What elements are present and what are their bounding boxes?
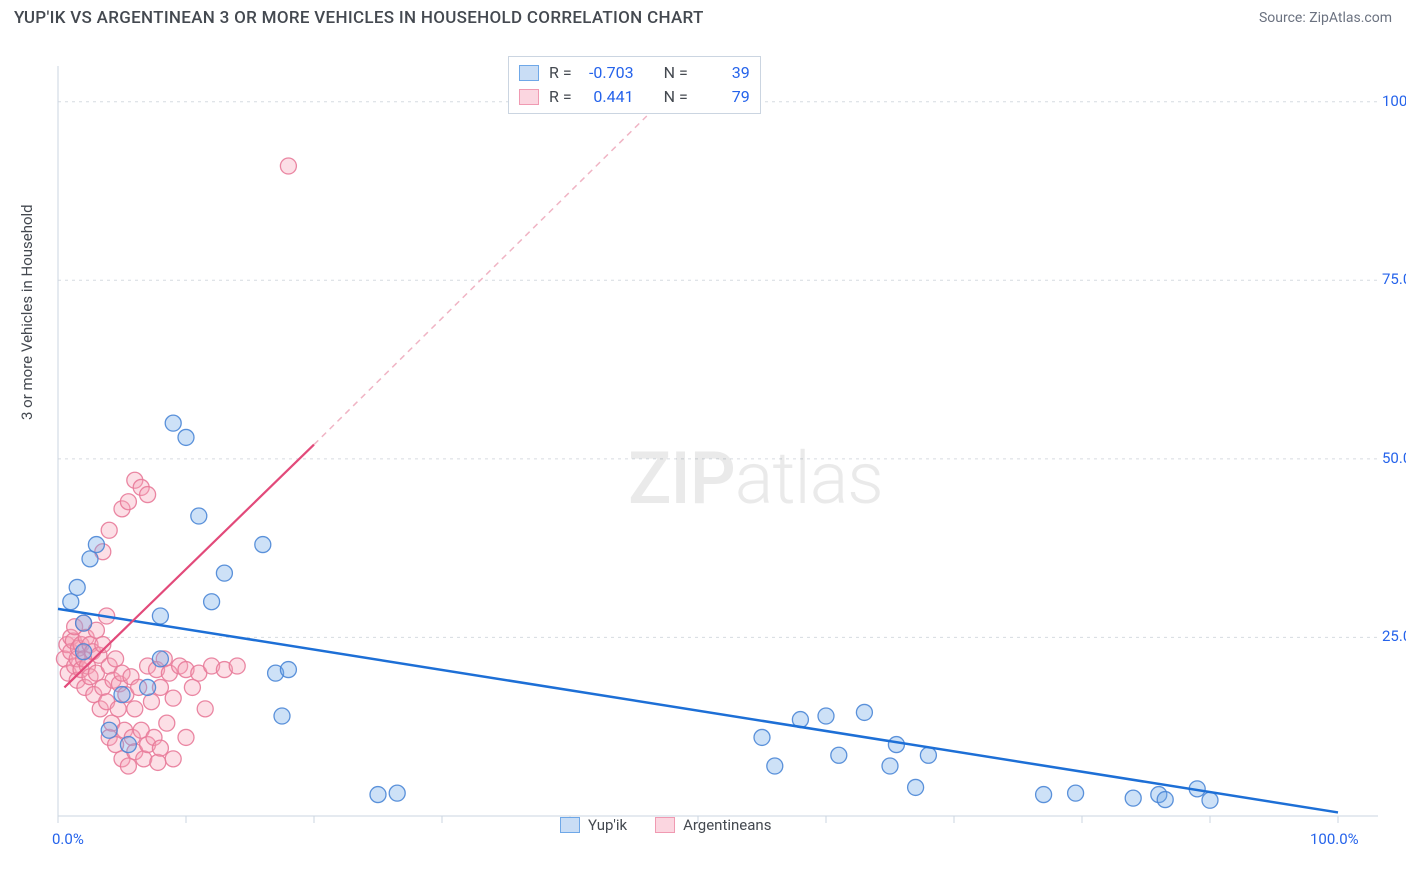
r-label: R = <box>549 61 572 85</box>
corr-row-yupik: R = -0.703 N = 39 <box>519 61 750 85</box>
swatch-icon <box>560 817 580 833</box>
scatter-plot <box>48 46 1388 836</box>
swatch-icon <box>519 65 539 81</box>
r-value: -0.703 <box>582 61 634 85</box>
n-value: 79 <box>698 85 750 109</box>
correlation-legend: R = -0.703 N = 39 R = 0.441 N = 79 <box>508 56 761 114</box>
chart-title: YUP'IK VS ARGENTINEAN 3 OR MORE VEHICLES… <box>14 8 704 28</box>
y-tick-label: 75.0% <box>1382 270 1406 288</box>
swatch-icon <box>655 817 675 833</box>
swatch-icon <box>519 89 539 105</box>
legend-item-argentineans: Argentineans <box>655 816 771 834</box>
n-value: 39 <box>698 61 750 85</box>
r-value: 0.441 <box>582 85 634 109</box>
x-tick-label: 0.0% <box>52 830 84 848</box>
y-tick-label: 25.0% <box>1382 627 1406 645</box>
corr-row-argentineans: R = 0.441 N = 79 <box>519 85 750 109</box>
y-axis-label: 3 or more Vehicles in Household <box>18 204 36 420</box>
y-tick-label: 50.0% <box>1382 449 1406 467</box>
series-legend: Yup'ik Argentineans <box>560 816 771 834</box>
y-tick-label: 100.0% <box>1382 92 1406 110</box>
source-label: Source: ZipAtlas.com <box>1259 10 1392 26</box>
legend-label: Argentineans <box>683 816 771 834</box>
legend-label: Yup'ik <box>588 816 627 834</box>
r-label: R = <box>549 85 572 109</box>
legend-item-yupik: Yup'ik <box>560 816 627 834</box>
x-tick-label: 100.0% <box>1310 830 1359 848</box>
chart-area: R = -0.703 N = 39 R = 0.441 N = 79 ZIPat… <box>48 46 1388 836</box>
n-label: N = <box>664 61 688 85</box>
n-label: N = <box>664 85 688 109</box>
